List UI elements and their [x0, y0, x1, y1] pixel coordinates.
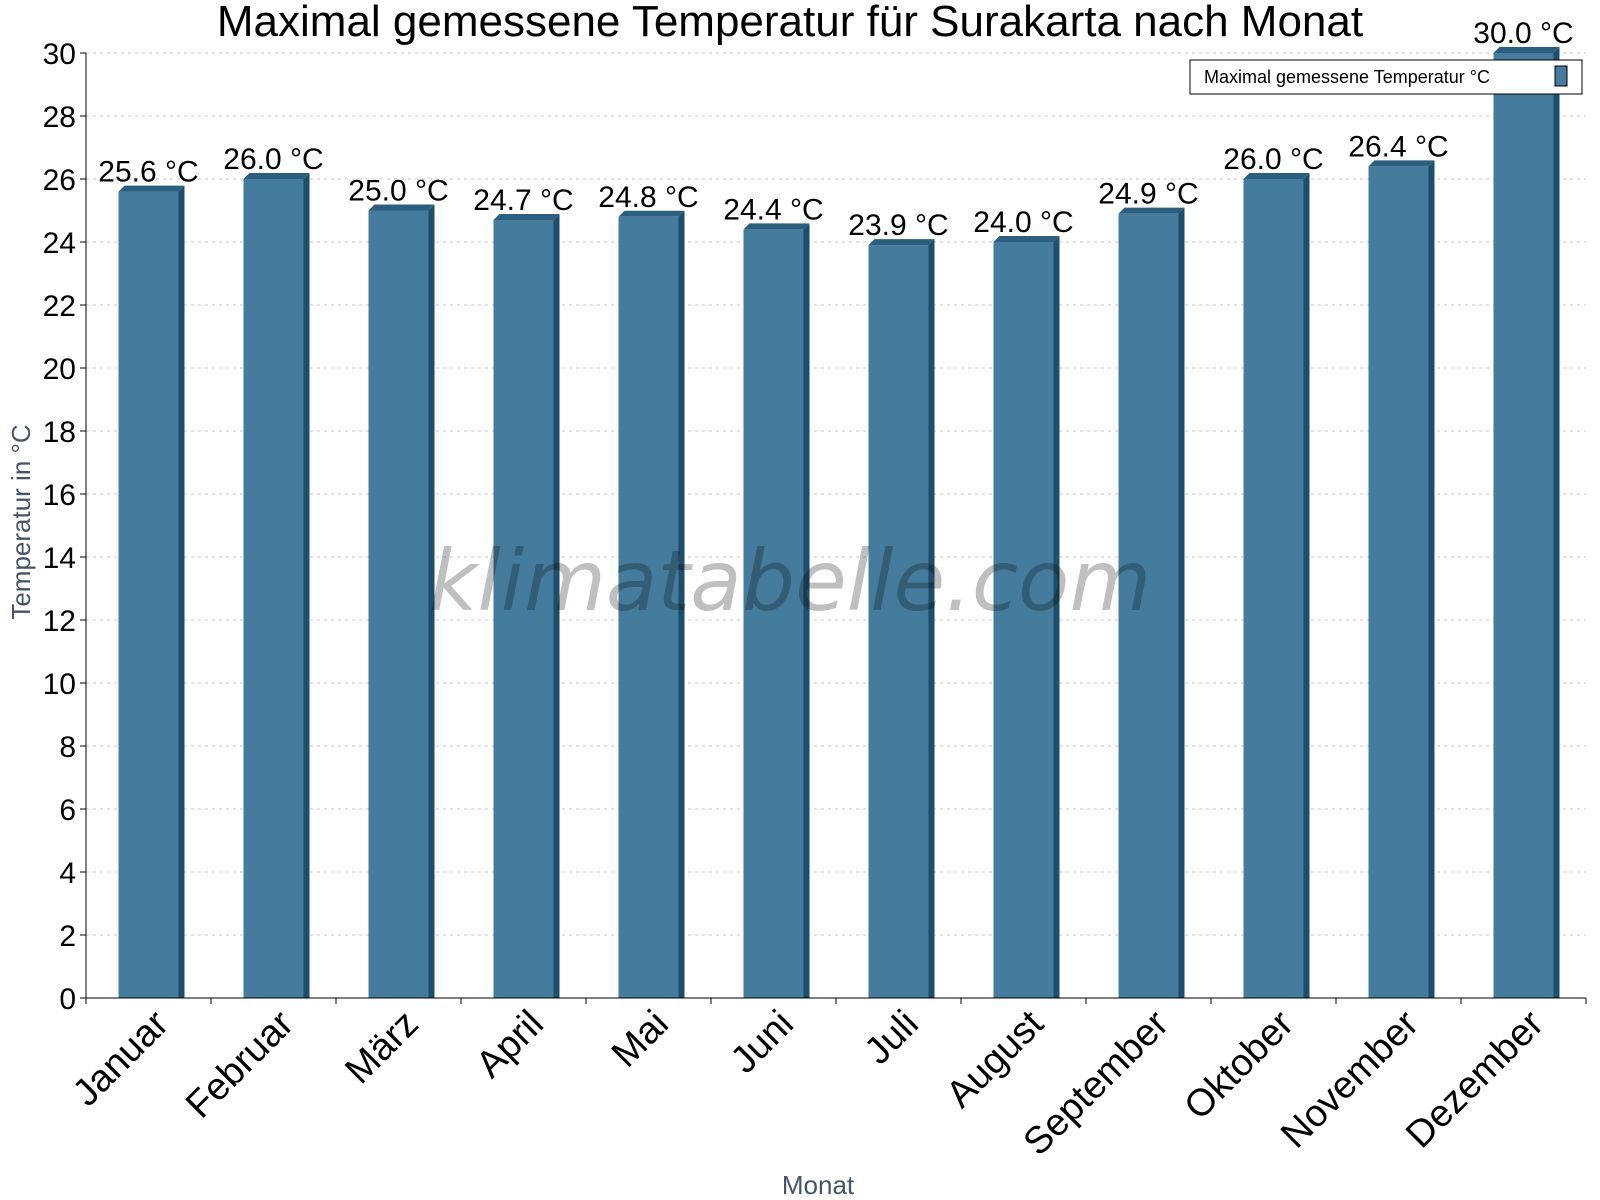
bar [1493, 53, 1554, 998]
bar-top [493, 213, 560, 220]
x-tick-label: April [468, 1003, 551, 1086]
y-tick-label: 2 [59, 920, 76, 953]
y-tick-label: 22 [43, 290, 76, 323]
data-label: 23.9 °C [848, 209, 948, 242]
y-tick-label: 0 [59, 983, 76, 1016]
bar-top [368, 204, 435, 211]
data-label: 25.6 °C [98, 156, 198, 189]
data-label: 24.7 °C [473, 184, 573, 217]
bar [1243, 179, 1304, 998]
bar-top [743, 223, 810, 230]
bar-side [1428, 160, 1435, 998]
x-tick-label: März [337, 1003, 426, 1092]
x-axis-ticks: Januar Februar März April Mai Juni Juli AugustS… [65, 998, 1587, 1164]
y-tick-label: 4 [59, 857, 76, 890]
bar-side [1053, 236, 1060, 998]
x-tick-label: Januar [65, 1002, 177, 1114]
data-label: 24.8 °C [598, 181, 698, 214]
legend: Maximal gemessene Temperatur °C [1189, 59, 1583, 95]
data-label: 26.0 °C [1223, 143, 1323, 176]
y-tick-label: 12 [43, 605, 76, 638]
bar-side [553, 213, 560, 998]
bar-top [118, 185, 185, 192]
data-label: 26.4 °C [1348, 130, 1448, 163]
data-label: 24.9 °C [1098, 178, 1198, 211]
bar [118, 191, 179, 999]
bar [618, 216, 679, 999]
bar-top [1368, 160, 1435, 167]
legend-label: Maximal gemessene Temperatur °C [1204, 67, 1490, 87]
bar-side [178, 185, 185, 999]
y-axis-label: Temperatur in °C [6, 424, 36, 619]
bar-side [803, 223, 810, 998]
x-tick-label: Mai [604, 1003, 677, 1076]
data-label: 30.0 °C [1473, 17, 1573, 50]
bar-top [243, 173, 310, 179]
data-label: 26.0 °C [223, 143, 323, 176]
bar [868, 245, 929, 998]
x-axis-label: Monat [782, 1170, 855, 1200]
bar-side [928, 239, 935, 998]
bar [743, 229, 804, 998]
bar-side [678, 210, 685, 999]
x-tick-label: Februar [178, 1002, 302, 1126]
bar [993, 242, 1054, 998]
bar-side [1303, 173, 1310, 998]
bars [118, 47, 1560, 999]
bar-side [303, 173, 310, 998]
data-labels: 25.6 °C 26.0 °C 25.0 °C 24.7 °C 24.8 °C 24.4 … [98, 17, 1573, 242]
bar-top [1493, 47, 1560, 53]
y-tick-label: 24 [43, 227, 76, 260]
bar-top [868, 239, 935, 246]
chart-title: Maximal gemessene Temperatur für Surakar… [217, 0, 1363, 46]
bar-side [428, 204, 435, 998]
grid-lines [86, 52, 1586, 936]
bar [1118, 213, 1179, 998]
y-tick-label: 20 [43, 353, 76, 386]
bar [368, 210, 429, 998]
watermark: klimatabelle.com [429, 532, 1152, 630]
y-tick-label: 8 [59, 731, 76, 764]
y-tick-label: 30 [43, 38, 76, 71]
x-tick-label: Juni [723, 1003, 802, 1082]
y-tick-label: 14 [43, 542, 76, 575]
bar [1368, 166, 1429, 998]
x-tick-label: August [939, 1002, 1053, 1116]
legend-box [1189, 59, 1583, 95]
x-tick-label: Dezember [1398, 1002, 1552, 1156]
data-label: 25.0 °C [348, 175, 448, 208]
y-tick-label: 28 [43, 101, 76, 134]
y-tick-label: 26 [43, 164, 76, 197]
bar-top [1118, 207, 1185, 214]
y-tick-label: 16 [43, 479, 76, 512]
bar-side [1553, 47, 1560, 998]
x-tick-label: Oktober [1177, 1002, 1303, 1128]
bar [243, 179, 304, 998]
bar-side [1178, 207, 1185, 998]
data-label: 24.0 °C [973, 206, 1073, 239]
axes [85, 53, 1586, 999]
bar-top [1243, 173, 1310, 179]
y-tick-label: 10 [43, 668, 76, 701]
legend-swatch [1554, 65, 1568, 87]
bar-top [993, 236, 1060, 242]
x-tick-label: Juli [857, 1003, 927, 1073]
bar [493, 219, 554, 998]
data-label: 24.4 °C [723, 193, 823, 226]
bar-top [618, 210, 685, 217]
y-tick-label: 6 [59, 794, 76, 827]
y-tick-label: 18 [43, 416, 76, 449]
